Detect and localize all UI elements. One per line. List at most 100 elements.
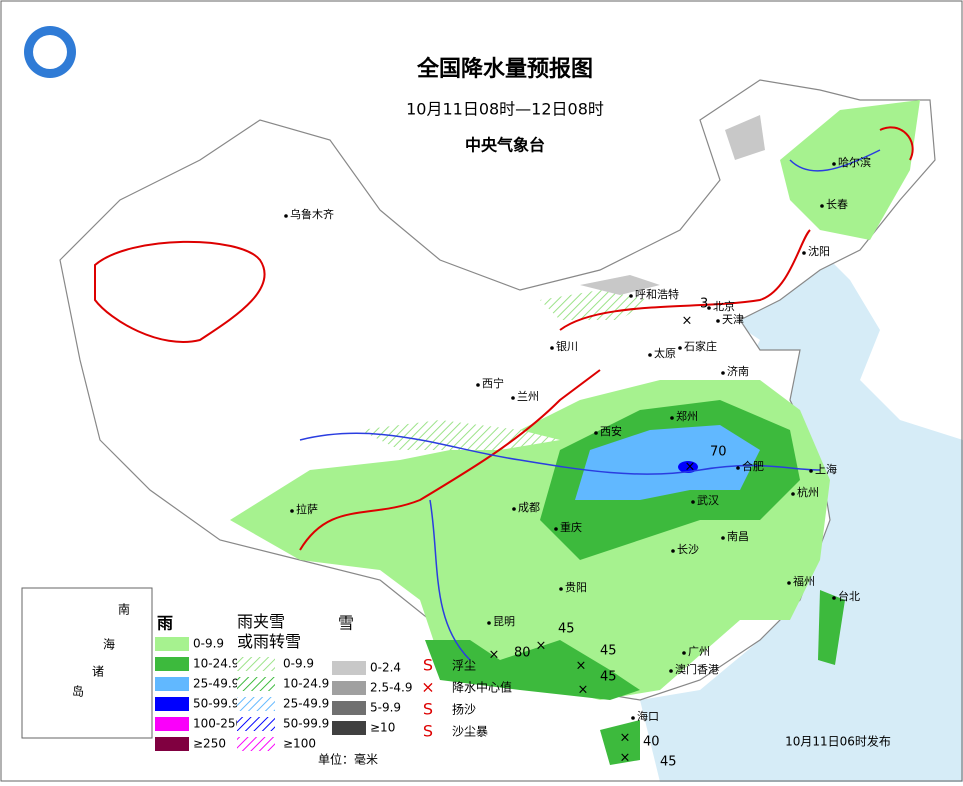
city-label: 济南 <box>727 364 749 378</box>
city-label: 武汉 <box>697 494 719 507</box>
legend-label: 扬沙 <box>452 702 476 717</box>
legend-label: ≥250 <box>193 737 226 751</box>
legend-title: 雨夹雪或雨转雪 <box>237 612 301 651</box>
city-dot <box>629 294 633 298</box>
city-label: 贵阳 <box>565 581 587 594</box>
legend-label: 10-24.9 <box>283 677 329 691</box>
rain-area-northeast <box>780 100 920 240</box>
city-label: 石家庄 <box>684 339 717 353</box>
city-label: 北京 <box>713 299 735 313</box>
legend-swatch <box>155 737 189 751</box>
city-label: 合肥 <box>742 459 764 473</box>
inset-label: 南 <box>118 602 130 617</box>
legend-label: 0-9.9 <box>283 657 314 671</box>
city-dot <box>820 204 824 208</box>
city-dot <box>648 353 652 357</box>
city-dot <box>550 346 554 350</box>
city-label: 海口 <box>637 709 659 723</box>
center-x: × <box>578 683 589 698</box>
issuer: 中央气象台 <box>465 136 545 155</box>
city-label: 哈尔滨 <box>838 155 871 169</box>
city-dot <box>284 214 288 218</box>
inset-frame <box>21 587 153 739</box>
center-x: × <box>536 639 547 654</box>
center-x: × <box>682 314 693 329</box>
legend-swatch <box>155 697 189 711</box>
city-dot <box>787 581 791 585</box>
rain-area-south <box>425 640 640 700</box>
city-dot <box>721 371 725 375</box>
city-label: 南昌 <box>727 530 749 543</box>
legend-swatch <box>237 657 275 671</box>
city-label: 长春 <box>826 198 848 211</box>
legend-label: 10-24.9 <box>193 657 239 671</box>
unit: 单位：毫米 <box>318 752 378 767</box>
city-label: 拉萨 <box>296 502 318 516</box>
city-label: 太原 <box>654 347 676 360</box>
center-value: 45 <box>600 670 617 685</box>
legend-symbol: S <box>423 656 433 675</box>
center-value: 3 <box>700 297 708 312</box>
city-dot <box>678 346 682 350</box>
city-dot <box>809 469 813 473</box>
city-dot <box>476 383 480 387</box>
city-dot <box>511 396 515 400</box>
center-x: × <box>576 659 587 674</box>
rain-snow-line <box>299 229 811 551</box>
city-label: 银川 <box>556 339 578 353</box>
city-label: 台北 <box>838 589 860 603</box>
snow-area <box>580 275 660 295</box>
city-label: 澳门香港 <box>675 662 719 676</box>
city-dot <box>832 596 836 600</box>
sleet-area <box>540 290 650 320</box>
legend-title: 雨 <box>157 614 173 633</box>
city-label: 沈阳 <box>808 244 830 258</box>
legend-swatch <box>332 661 366 675</box>
legend-swatch <box>237 677 275 691</box>
city-label: 上海 <box>815 462 837 476</box>
city-label: 兰州 <box>517 390 539 403</box>
legend-swatch <box>332 721 366 735</box>
center-x: × <box>620 731 631 746</box>
center-value: 40 <box>643 735 660 750</box>
legend-label: ≥10 <box>370 721 395 735</box>
legend-label: 浮尘 <box>452 659 476 673</box>
city-dot <box>802 251 806 255</box>
city-dot <box>487 621 491 625</box>
city-dot <box>512 507 516 511</box>
center-value: 80 <box>514 646 531 661</box>
legend-symbol: × <box>421 678 434 697</box>
city-dot <box>736 466 740 470</box>
city-label: 长沙 <box>677 543 699 556</box>
city-dot <box>832 162 836 166</box>
center-value: 45 <box>558 622 575 637</box>
legend-label: 2.5-4.9 <box>370 681 413 695</box>
legend-label: 5-9.9 <box>370 701 401 715</box>
city-dot <box>691 500 695 504</box>
rain-area-heavy <box>575 425 760 500</box>
city-dot <box>290 509 294 513</box>
legend-label: 25-49.9 <box>283 697 329 711</box>
city-dot <box>559 587 563 591</box>
city-dot <box>707 306 711 310</box>
rain-snow-line <box>94 240 266 343</box>
inset-label: 岛 <box>72 684 84 699</box>
city-label: 重庆 <box>560 520 582 534</box>
legend-label: 沙尘暴 <box>452 725 488 739</box>
center-value: 45 <box>660 755 677 770</box>
center-x: × <box>489 648 500 663</box>
legend-symbol: S <box>423 700 433 719</box>
logo <box>33 35 67 69</box>
city-label: 杭州 <box>797 485 819 499</box>
legend-label: 50-99.9 <box>283 717 329 731</box>
legend-swatch <box>332 701 366 715</box>
snow-area <box>725 115 765 160</box>
legend-swatch <box>237 717 275 731</box>
center-x: × <box>620 751 631 766</box>
city-dot <box>721 536 725 540</box>
legend-label: 0-2.4 <box>370 661 401 675</box>
city-dot <box>682 651 686 655</box>
legend-swatch <box>155 657 189 671</box>
